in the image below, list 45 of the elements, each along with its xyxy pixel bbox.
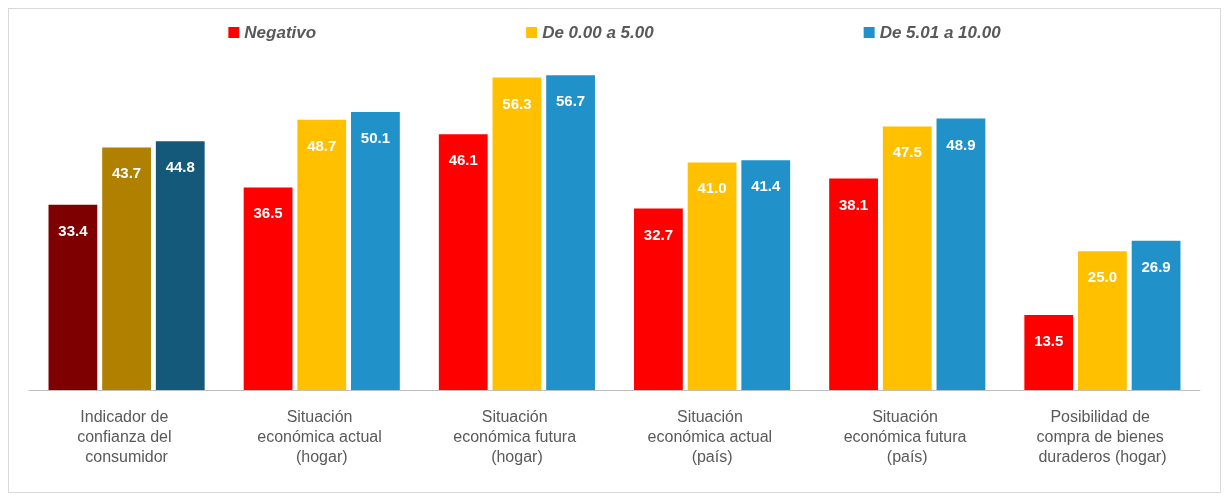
data-label: 41.4 [751,177,781,195]
data-label: 46.1 [448,151,478,169]
bar [155,141,205,390]
data-label: 47.5 [892,143,922,161]
data-label: 50.1 [360,128,391,146]
bar [829,178,878,390]
data-label: 25.0 [1087,268,1118,286]
x-tick-label: Indicador de confianza del consumidor [77,407,176,465]
bar [882,126,932,390]
bar [741,160,791,390]
data-label: 32.7 [643,225,674,243]
x-tick-label: Posibilidad de compra de bienes duraderos (hogar) [1036,407,1169,465]
bar [1078,251,1127,390]
x-tick-label: Situación económica actual (hogar) [257,407,387,465]
data-label: 36.5 [253,204,283,222]
bar [634,208,683,390]
bar [351,111,400,390]
data-label: 56.7 [555,92,586,110]
bar [492,77,542,390]
legend-label: De 5.01 a 10.00 [879,23,1002,42]
bar [546,75,595,390]
data-label: 33.4 [58,221,89,239]
data-label: 44.8 [165,158,195,176]
bar [1024,315,1074,390]
data-label: 48.9 [946,135,976,153]
x-tick-label: Situación económica futura (país) [843,407,971,465]
bar [48,204,98,390]
legend-label: Negativo [244,23,317,42]
bar [102,147,151,390]
data-label: 13.5 [1034,332,1064,350]
legend-label: De 0.00 a 5.00 [542,23,655,42]
data-label: 41.0 [697,179,727,197]
x-tick-label: Situación económica actual (país) [647,407,777,465]
bar [297,119,347,390]
data-label: 38.1 [838,195,869,213]
bar [936,118,986,390]
bar [1131,240,1181,390]
data-label: 43.7 [111,164,142,182]
x-tick-label: Situación económica futura (hogar) [453,407,581,465]
bar [243,187,293,390]
data-label: 26.9 [1141,257,1171,275]
data-label: 56.3 [502,94,532,112]
bar [687,162,737,390]
data-label: 48.7 [307,136,337,154]
bar [438,134,488,390]
